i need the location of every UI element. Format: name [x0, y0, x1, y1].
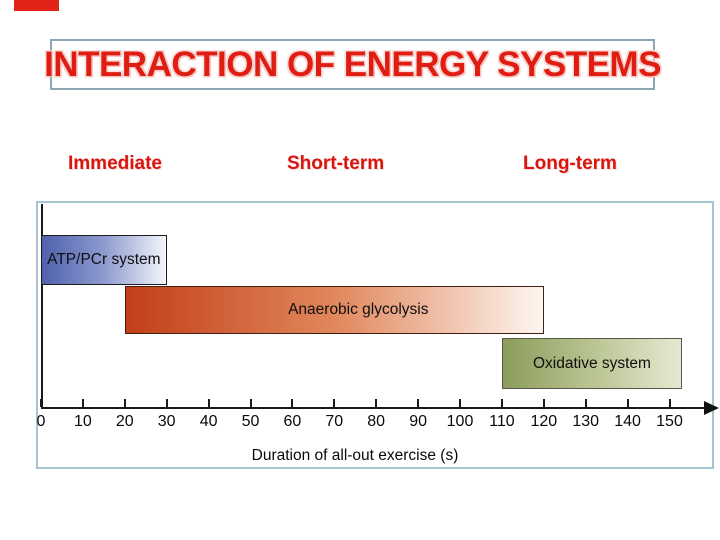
phase-label-immediate: Immediate [68, 153, 162, 174]
x-tick-60 [291, 399, 294, 407]
x-tick-label-100: 100 [446, 413, 474, 430]
x-tick-label-20: 20 [115, 413, 134, 430]
phase-label-long-term: Long-term [523, 153, 617, 174]
slide-title: INTERACTION OF ENERGY SYSTEMS [44, 44, 661, 84]
span-bar-label: Anaerobic glycolysis [288, 301, 429, 318]
x-tick-0 [40, 399, 42, 407]
x-tick-label-0: 0 [36, 413, 46, 430]
x-tick-70 [333, 399, 336, 407]
x-tick-10 [81, 399, 84, 407]
x-tick-140 [626, 399, 629, 407]
x-tick-label-110: 110 [489, 413, 515, 430]
x-tick-90 [417, 399, 420, 407]
x-tick-100 [459, 399, 461, 407]
phase-label-short-term: Short-term [287, 153, 385, 174]
x-tick-130 [584, 399, 587, 407]
x-tick-120 [542, 399, 545, 407]
x-tick-20 [123, 399, 126, 407]
x-tick-110 [500, 399, 503, 407]
x-tick-50 [249, 399, 252, 407]
x-tick-label-120: 120 [530, 413, 558, 430]
x-tick-label-150: 150 [656, 413, 683, 430]
x-tick-label-90: 90 [409, 413, 427, 430]
x-tick-label-40: 40 [199, 413, 218, 430]
red-accent-bar [14, 0, 59, 11]
x-tick-label-70: 70 [325, 413, 344, 430]
x-tick-30 [165, 399, 168, 407]
x-tick-80 [375, 399, 378, 407]
x-tick-40 [207, 399, 210, 407]
energy-systems-chart: ATP/PCr system Anaerobic glycolysis Oxidat… [36, 201, 719, 469]
span-bar-atp-pcr-system: ATP/PCr system [41, 235, 167, 285]
x-tick-label-80: 80 [367, 413, 386, 430]
x-tick-label-10: 10 [73, 413, 92, 430]
x-axis-arrow-icon [704, 401, 719, 415]
x-tick-label-50: 50 [241, 413, 260, 430]
y-axis-line [41, 204, 43, 409]
x-axis-line [41, 407, 709, 409]
x-tick-label-60: 60 [283, 413, 302, 430]
x-tick-label-30: 30 [157, 413, 176, 430]
span-bar-label: Oxidative system [532, 354, 651, 372]
span-bar-label: ATP/PCr system [47, 251, 161, 268]
span-bar-oxidative-system: Oxidative system [501, 338, 683, 389]
x-tick-150 [668, 399, 671, 407]
x-axis-title: Duration of all-out exercise (s) [251, 447, 459, 464]
x-tick-label-130: 130 [572, 413, 600, 430]
title-box: INTERACTION OF ENERGY SYSTEMS [44, 39, 661, 90]
span-bar-anaerobic-glycolysis: Anaerobic glycolysis [124, 286, 544, 334]
x-tick-label-140: 140 [614, 413, 641, 430]
